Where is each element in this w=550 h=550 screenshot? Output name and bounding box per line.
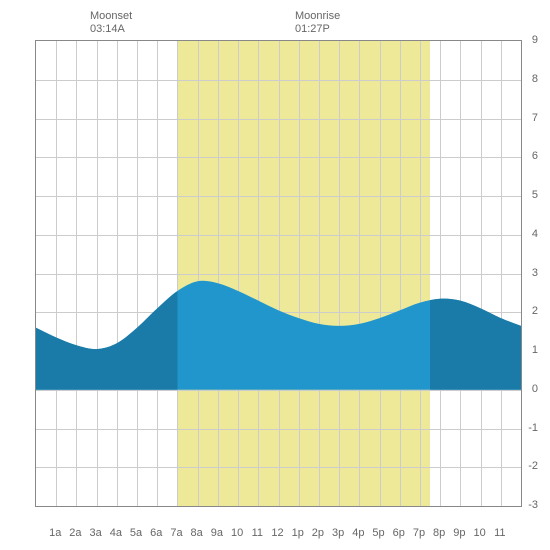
y-tick: 0 [532, 383, 538, 395]
y-axis: -3-2-10123456789 [520, 40, 540, 505]
x-tick: 7p [413, 527, 425, 539]
x-tick: 8a [191, 527, 203, 539]
x-tick: 5a [130, 527, 142, 539]
x-tick: 12 [271, 527, 283, 539]
x-tick: 10 [473, 527, 485, 539]
x-tick: 6a [150, 527, 162, 539]
moonrise-title: Moonrise [295, 10, 340, 23]
x-tick: 11 [252, 527, 263, 539]
y-tick: 6 [532, 150, 538, 162]
moonset-title: Moonset [90, 10, 132, 23]
moonrise-label: Moonrise 01:27P [295, 10, 340, 36]
x-tick: 1a [49, 527, 61, 539]
y-tick: 9 [532, 34, 538, 46]
x-tick: 1p [292, 527, 304, 539]
tide-night-shade [36, 41, 177, 506]
x-tick: 9p [453, 527, 465, 539]
y-tick: 4 [532, 228, 538, 240]
x-tick: 7a [170, 527, 182, 539]
y-tick: 3 [532, 267, 538, 279]
y-tick: 8 [532, 73, 538, 85]
tide-layer [36, 41, 521, 506]
x-tick: 3a [90, 527, 102, 539]
x-tick: 5p [372, 527, 384, 539]
tide-chart: Moonset 03:14A Moonrise 01:27P -3-2-1012… [10, 10, 540, 540]
x-tick: 8p [433, 527, 445, 539]
y-tick: 7 [532, 112, 538, 124]
x-tick: 6p [393, 527, 405, 539]
y-tick: 1 [532, 344, 538, 356]
x-tick: 4p [352, 527, 364, 539]
y-tick: -3 [528, 499, 538, 511]
x-tick: 4a [110, 527, 122, 539]
y-tick: 2 [532, 305, 538, 317]
x-tick: 9a [211, 527, 223, 539]
y-tick: -2 [528, 460, 538, 472]
y-tick: -1 [528, 422, 538, 434]
x-axis: 1a 2a 3a 4a 5a 6a 7a 8a 9a 10 11 12 1p 2p 3p 4p 5p 6p 7p 8p… [35, 520, 520, 540]
tide-night-shade [430, 41, 521, 506]
moonset-label: Moonset 03:14A [90, 10, 132, 36]
y-tick: 5 [532, 189, 538, 201]
header-labels: Moonset 03:14A Moonrise 01:27P [10, 10, 540, 40]
x-tick: 3p [332, 527, 344, 539]
plot-area [35, 40, 522, 507]
x-tick: 2p [312, 527, 324, 539]
moonrise-time: 01:27P [295, 23, 340, 36]
x-tick: 11 [494, 527, 505, 539]
x-tick: 2a [69, 527, 81, 539]
moonset-time: 03:14A [90, 23, 132, 36]
x-tick: 10 [231, 527, 243, 539]
